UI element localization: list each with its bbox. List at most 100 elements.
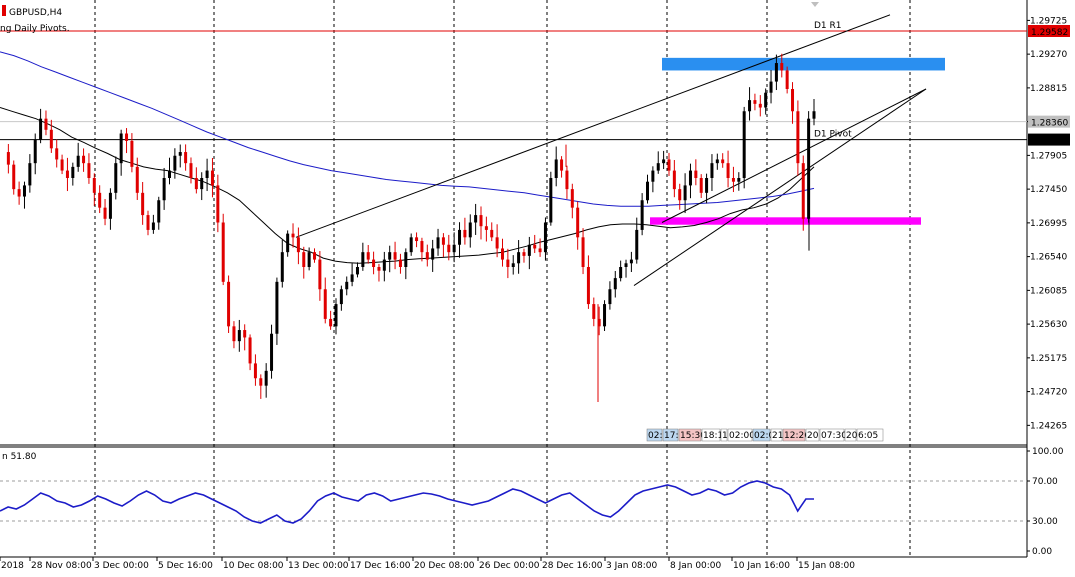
candle-body (216, 185, 220, 223)
candle-body (586, 267, 590, 305)
candle-body (377, 267, 381, 271)
candle-body (141, 192, 145, 216)
candle-body (280, 252, 284, 282)
candle-body (662, 159, 666, 164)
candle-body (39, 118, 43, 140)
candle-body (479, 215, 483, 227)
candle-body (764, 92, 768, 108)
candle-body (431, 248, 435, 260)
candle-body (646, 181, 650, 201)
candle-body (130, 140, 134, 167)
candle-body (307, 252, 311, 267)
candle-body (173, 155, 177, 171)
session-timer-label: 1 (722, 431, 728, 441)
candle-body (420, 241, 424, 253)
candle-body (355, 267, 359, 275)
session-timer-label: 18:1 (703, 431, 723, 441)
candle-body (500, 248, 504, 260)
trendline-rising-support[interactable] (633, 88, 927, 286)
candle-body (404, 252, 408, 267)
candle-body (560, 159, 564, 171)
price-tick-label: 1.29270 (1030, 50, 1067, 60)
candle-body (65, 170, 69, 178)
time-tick-label: 3 Jan 08:00 (606, 561, 658, 571)
candle-body (581, 237, 585, 267)
time-tick-label: 15 Jan 08:00 (798, 561, 855, 571)
candle-body (570, 189, 574, 208)
candle-body (629, 259, 633, 264)
session-timer-label: 20 (846, 431, 858, 441)
candle-body (748, 100, 752, 112)
pivot-r1-label: D1 R1 (814, 21, 842, 31)
candle-body (388, 252, 392, 260)
rsi-tick-label: 30.00 (1032, 517, 1058, 527)
time-tick-label: 17 Dec 16:00 (350, 561, 411, 571)
candle-body (624, 263, 628, 267)
candle-body (119, 133, 123, 164)
candle-body (60, 159, 64, 171)
candle-body (447, 244, 451, 253)
candle-body (200, 178, 204, 190)
candle-body (484, 226, 488, 230)
candle-body (87, 163, 91, 178)
symbol-title: GBPUSD,H4 (9, 8, 62, 18)
time-tick-label: 26 Dec 00:00 (479, 561, 540, 571)
session-timer-label: 02:00 (729, 431, 755, 441)
candle-body (715, 159, 719, 164)
session-timer-box (856, 428, 884, 442)
candle-body (533, 244, 537, 249)
candle-body (640, 200, 644, 230)
candle-body (699, 178, 703, 193)
time-tick-label: 2018 (1, 561, 24, 571)
candle-body (108, 192, 112, 219)
chart-shift-marker[interactable] (811, 2, 819, 7)
candle-body (302, 252, 306, 267)
candle-body (490, 229, 494, 238)
candle-body (323, 289, 327, 319)
candle-body (345, 281, 349, 290)
pivot-d1-label: D1 Pivot (814, 130, 852, 140)
price-tag-gray (1028, 115, 1070, 128)
candle-body (543, 222, 547, 253)
candle-body (576, 207, 580, 238)
resistance-zone[interactable] (662, 57, 945, 71)
candle-body (125, 133, 129, 141)
candle-body (243, 330, 247, 338)
trendline-upper-channel[interactable] (295, 14, 891, 238)
candle-body (737, 178, 741, 182)
candle-body (774, 63, 778, 82)
price-tick-label: 1.24720 (1030, 388, 1067, 398)
candle-body (49, 129, 53, 149)
candle-body (651, 170, 655, 182)
candle-body (291, 233, 295, 238)
time-tick-label: 10 Dec 08:00 (223, 561, 284, 571)
candle-body (248, 337, 252, 364)
candle-body (151, 222, 155, 230)
candle-body (103, 207, 107, 219)
price-tick-label: 1.26085 (1030, 286, 1067, 296)
candle-body (538, 248, 542, 253)
candle-body (398, 259, 402, 267)
candle-body (157, 200, 161, 223)
candle-body (758, 103, 762, 108)
session-timer-box (782, 428, 806, 442)
candle-body (506, 259, 510, 267)
session-timer-label: 07:30 (821, 431, 847, 441)
session-timer-label: 02: (648, 431, 662, 441)
candle-body (393, 252, 397, 260)
support-zone[interactable] (650, 217, 921, 225)
session-timer-box (805, 428, 820, 442)
candle-body (114, 163, 118, 193)
trendline-lower-channel[interactable] (661, 88, 927, 223)
candle-body (731, 178, 735, 182)
candle-body (253, 363, 257, 379)
indicator-title: ng Daily Pivots. (0, 24, 70, 34)
time-tick-label: 20 Dec 08:00 (414, 561, 475, 571)
rsi-line (0, 480, 814, 524)
candle-body (603, 304, 607, 327)
candle-body (656, 163, 660, 171)
session-timer-box (752, 428, 771, 442)
candle-body (71, 166, 75, 178)
